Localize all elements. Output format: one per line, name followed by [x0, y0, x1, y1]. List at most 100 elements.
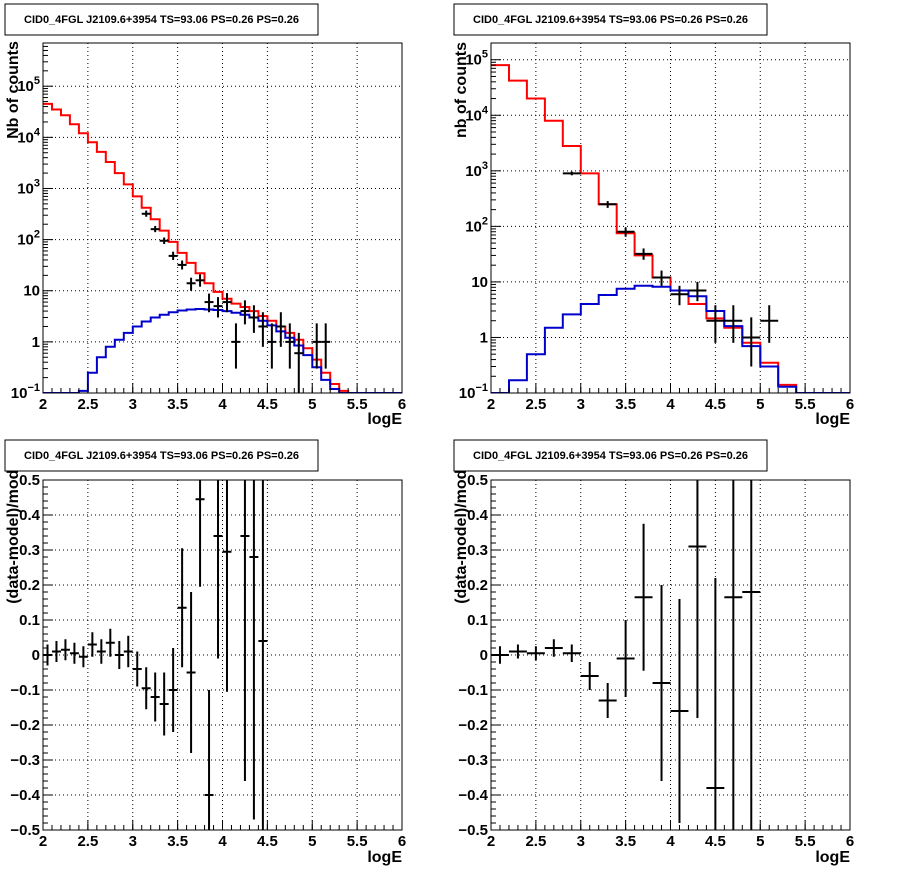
data-layer [43, 480, 268, 830]
y-axis-title: (data-model)/model [453, 456, 470, 604]
y-tick-base: 10 [17, 78, 34, 95]
title-box [4, 439, 319, 472]
y-tick-label: 0.5 [19, 472, 40, 489]
y-tick-base: 10 [465, 52, 482, 69]
y-tick-label: −0.3 [458, 752, 488, 769]
y-tick-base: 10 [17, 180, 34, 197]
plot-area [43, 480, 402, 830]
x-tick-label: 5 [756, 833, 764, 850]
x-axis: 2 2.5 3 3.5 4 4.5 5 5.5 6 [487, 383, 854, 413]
chart-title: CID0_4FGL J2109.6+3954 TS=93.06 PS=0.26 … [24, 14, 299, 26]
x-axis-title: logE [367, 849, 402, 866]
x-tick-label: 4.5 [257, 396, 278, 413]
plot-area [43, 43, 402, 393]
y-tick-label: 0.5 [467, 472, 488, 489]
x-tick-label: 3.5 [167, 396, 188, 413]
y-tick-label: 105 [17, 75, 40, 95]
y-axis-title: Nb of counts [5, 41, 22, 139]
pad-residuals-fine: 2 2.5 3 3.5 4 4.5 5 5.5 6 −0.5 −0.4 −0.3 −0.2 −0.1 0 0.… [4, 439, 406, 866]
x-tick-label: 4 [218, 396, 227, 413]
y-tick-exponent: 4 [34, 126, 41, 138]
y-tick-label: 0.2 [467, 577, 488, 594]
x-tick-label: 5.5 [795, 833, 816, 850]
y-tick-label: −0.5 [458, 822, 488, 839]
x-axis-title: logE [367, 411, 402, 428]
x-tick-label: 3 [577, 833, 585, 850]
x-tick-label: 4.5 [705, 396, 726, 413]
y-tick-label: 103 [17, 177, 40, 197]
x-axis-title: logE [815, 411, 850, 428]
chart-title: CID0_4FGL J2109.6+3954 TS=93.06 PS=0.26 … [473, 14, 748, 26]
x-tick-label: 5.5 [795, 396, 816, 413]
y-tick-exponent: 2 [34, 229, 40, 241]
y-tick-label: 0.3 [467, 542, 488, 559]
x-tick-label: 5 [756, 396, 764, 413]
y-axis-title: nb of counts [453, 42, 470, 138]
y-tick-exponent: 4 [482, 104, 489, 116]
y-tick-label: 0.4 [19, 507, 41, 524]
y-tick-exponent: 5 [34, 75, 40, 87]
y-tick-label: 1 [32, 334, 40, 351]
x-tick-label: 4 [218, 833, 227, 850]
x-tick-label: 3 [577, 396, 585, 413]
x-tick-label: 4 [666, 396, 675, 413]
x-axis: 2 2.5 3 3.5 4 4.5 5 5.5 6 [487, 820, 854, 850]
y-tick-base: 10 [11, 385, 28, 402]
x-axis-title: logE [815, 849, 850, 866]
x-tick-label: 4.5 [705, 833, 726, 850]
series-source-model-line [491, 284, 850, 393]
x-tick-label: 3.5 [167, 833, 188, 850]
y-tick-label: −0.5 [10, 822, 40, 839]
y-tick-exponent: 2 [482, 215, 488, 227]
y-tick-label: 0 [480, 647, 488, 664]
data-layer [43, 102, 402, 393]
pad-counts-coarse: 2 2.5 3 3.5 4 4.5 5 5.5 610−1110102103104105logE… [453, 3, 854, 428]
y-tick-exponent: 3 [34, 177, 40, 189]
x-axis: 2 2.5 3 3.5 4 4.5 5 5.5 6 [39, 383, 406, 413]
title-box [4, 3, 319, 36]
x-tick-label: 5 [308, 833, 316, 850]
x-tick-label: 3 [129, 833, 137, 850]
x-tick-label: 2.5 [525, 833, 546, 850]
x-tick-label: 6 [398, 396, 406, 413]
y-tick-label: 10−1 [459, 382, 488, 402]
y-tick-label: 0.2 [19, 577, 40, 594]
y-axis: −0.5 −0.4 −0.3 −0.2 −0.1 0 0.1 0.2 0.3 0.4 0.5 [10, 472, 53, 839]
y-tick-label: −0.2 [458, 717, 488, 734]
y-tick-exponent: 3 [482, 160, 488, 172]
y-tick-label: 0.4 [467, 507, 489, 524]
y-tick-exponent: 5 [482, 49, 488, 61]
data-layer [491, 64, 850, 393]
y-axis: −0.5 −0.4 −0.3 −0.2 −0.1 0 0.1 0.2 0.3 0.4 0.5 [458, 472, 501, 839]
chart-title: CID0_4FGL J2109.6+3954 TS=93.06 PS=0.26 … [473, 450, 748, 462]
x-tick-label: 5 [308, 396, 316, 413]
x-tick-label: 3 [129, 396, 137, 413]
y-tick-label: 0.1 [467, 612, 488, 629]
x-tick-label: 4 [666, 833, 675, 850]
y-tick-label: 10 [471, 274, 488, 291]
x-tick-label: 3.5 [615, 833, 636, 850]
x-axis: 2 2.5 3 3.5 4 4.5 5 5.5 6 [39, 820, 406, 850]
y-tick-base: 10 [465, 218, 482, 235]
x-tick-label: 2 [487, 833, 495, 850]
y-tick-label: 102 [465, 215, 488, 235]
x-tick-label: 2 [39, 396, 47, 413]
x-tick-label: 2.5 [77, 396, 98, 413]
y-tick-label: 0 [32, 647, 40, 664]
x-tick-label: 6 [398, 833, 406, 850]
plot-area [491, 480, 850, 830]
y-tick-label: −0.4 [10, 787, 40, 804]
y-tick-label: 0.1 [19, 612, 40, 629]
title-box [453, 3, 768, 36]
y-tick-label: 103 [465, 160, 488, 180]
y-tick-exponent: −1 [475, 382, 488, 394]
y-tick-label: −0.2 [10, 717, 40, 734]
series-source-model-line [43, 308, 402, 393]
y-tick-label: 0.3 [19, 542, 40, 559]
title-box [453, 439, 768, 472]
y-tick-label: 105 [465, 49, 488, 69]
x-tick-label: 5.5 [347, 833, 368, 850]
x-tick-label: 2 [487, 396, 495, 413]
